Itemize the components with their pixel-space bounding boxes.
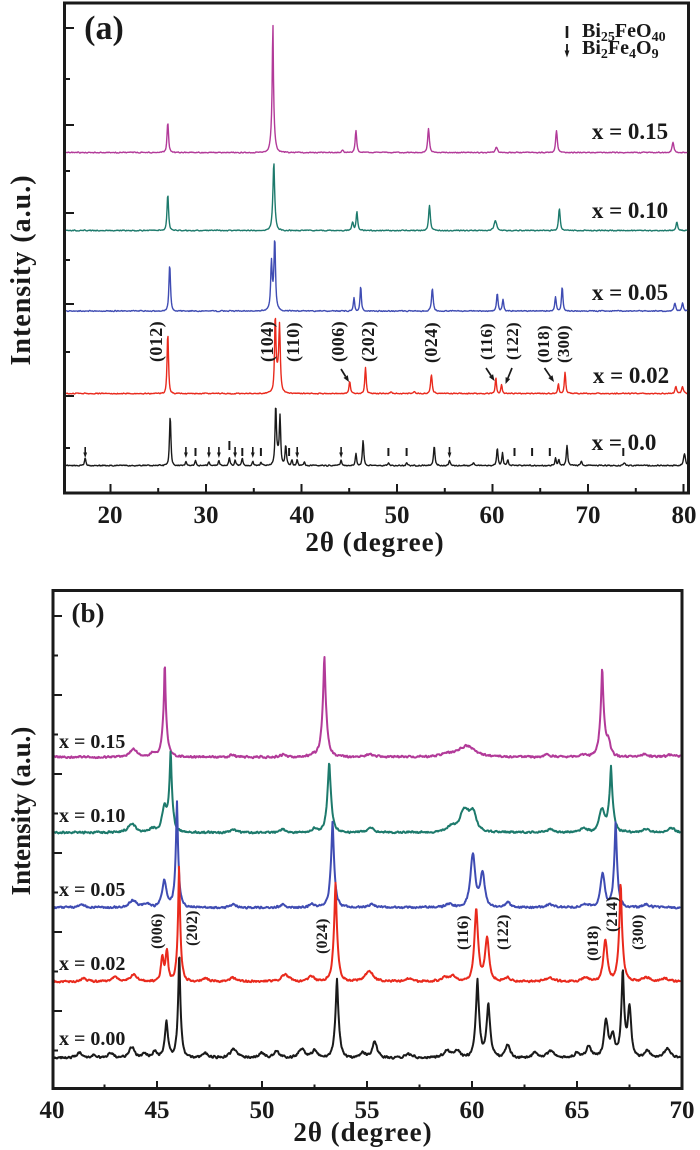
svg-text:(a): (a) (84, 10, 124, 47)
svg-text:x = 0.0: x = 0.0 (592, 430, 657, 455)
svg-text:x = 0.02: x = 0.02 (59, 953, 125, 975)
svg-text:(116): (116) (477, 323, 496, 360)
svg-text:(104): (104) (257, 321, 278, 362)
svg-text:(300): (300) (630, 914, 647, 950)
svg-text:70: 70 (670, 1097, 695, 1124)
svg-text:(202): (202) (184, 910, 201, 946)
svg-text:(122): (122) (495, 914, 512, 950)
svg-text:(012): (012) (146, 321, 167, 362)
svg-text:40: 40 (40, 1097, 65, 1124)
svg-text:x = 0.15: x = 0.15 (59, 731, 125, 753)
svg-text:(018): (018) (534, 325, 553, 363)
svg-text:x = 0.10: x = 0.10 (59, 805, 125, 827)
svg-text:(116): (116) (455, 915, 472, 950)
svg-text:60: 60 (460, 1097, 485, 1124)
svg-text:Bi25FeO40: Bi25FeO40 (582, 20, 666, 45)
svg-text:45: 45 (145, 1097, 170, 1124)
svg-text:55: 55 (355, 1097, 380, 1124)
svg-text:(122): (122) (503, 322, 522, 360)
svg-text:x = 0.10: x = 0.10 (592, 198, 668, 223)
svg-text:20: 20 (98, 502, 123, 529)
svg-text:(202): (202) (358, 321, 379, 362)
svg-text:50: 50 (385, 502, 410, 529)
svg-text:Intensity (a.u.): Intensity (a.u.) (6, 727, 36, 896)
svg-text:70: 70 (576, 502, 601, 529)
svg-text:x = 0.00: x = 0.00 (59, 1028, 125, 1050)
svg-text:(018): (018) (585, 925, 602, 961)
svg-text:x = 0.05: x = 0.05 (592, 280, 668, 305)
svg-text:2θ (degree): 2θ (degree) (305, 527, 444, 557)
svg-text:2θ (degree): 2θ (degree) (293, 1117, 432, 1147)
svg-text:Intensity (a.u.): Intensity (a.u.) (6, 174, 37, 365)
svg-text:(024): (024) (314, 918, 331, 954)
svg-text:x = 0.15: x = 0.15 (592, 119, 668, 144)
svg-text:(110): (110) (283, 322, 304, 362)
svg-text:Bi2Fe4O9: Bi2Fe4O9 (582, 37, 659, 62)
svg-text:30: 30 (194, 502, 219, 529)
svg-text:80: 80 (672, 502, 697, 529)
svg-text:(024): (024) (421, 322, 442, 363)
svg-text:(006): (006) (149, 913, 166, 949)
svg-text:(300): (300) (554, 325, 573, 363)
svg-text:60: 60 (480, 502, 505, 529)
svg-text:40: 40 (290, 502, 315, 529)
svg-text:(006): (006) (328, 321, 349, 362)
svg-text:50: 50 (250, 1097, 275, 1124)
svg-text:65: 65 (565, 1097, 590, 1124)
svg-text:(b): (b) (72, 598, 105, 628)
svg-text:x = 0.05: x = 0.05 (59, 879, 125, 901)
svg-text:(214): (214) (604, 896, 621, 932)
svg-text:x = 0.02: x = 0.02 (593, 363, 669, 388)
